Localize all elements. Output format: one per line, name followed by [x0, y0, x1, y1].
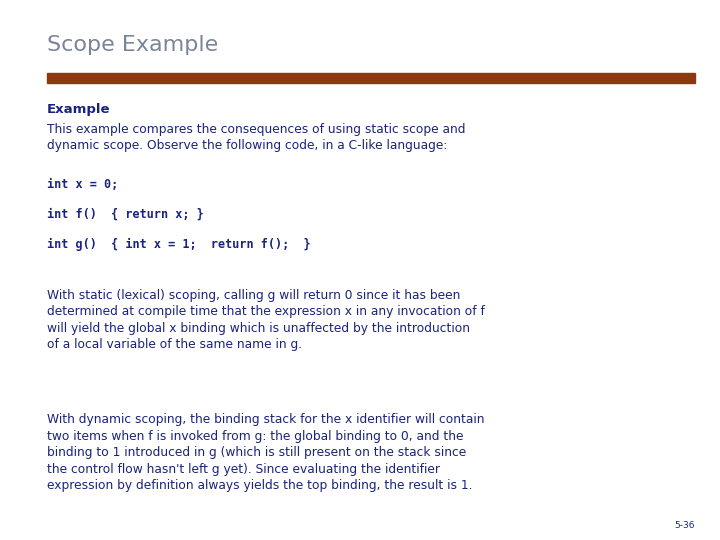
Bar	[47, 73, 695, 83]
Text: int f()  { return x; }: int f() { return x; }	[47, 208, 204, 221]
Text: 5-36: 5-36	[675, 521, 695, 530]
Text: This example compares the consequences of using static scope and
dynamic scope. : This example compares the consequences o…	[47, 123, 465, 152]
Text: With static (lexical) scoping, calling g will return 0 since it has been
determi: With static (lexical) scoping, calling g…	[47, 289, 485, 352]
Text: int x = 0;: int x = 0;	[47, 178, 118, 191]
Text: Example: Example	[47, 103, 110, 116]
Text: Scope Example: Scope Example	[47, 35, 218, 55]
Text: With dynamic scoping, the binding stack for the x identifier will contain
two it: With dynamic scoping, the binding stack …	[47, 413, 485, 492]
Text: int g()  { int x = 1;  return f();  }: int g() { int x = 1; return f(); }	[47, 238, 310, 251]
